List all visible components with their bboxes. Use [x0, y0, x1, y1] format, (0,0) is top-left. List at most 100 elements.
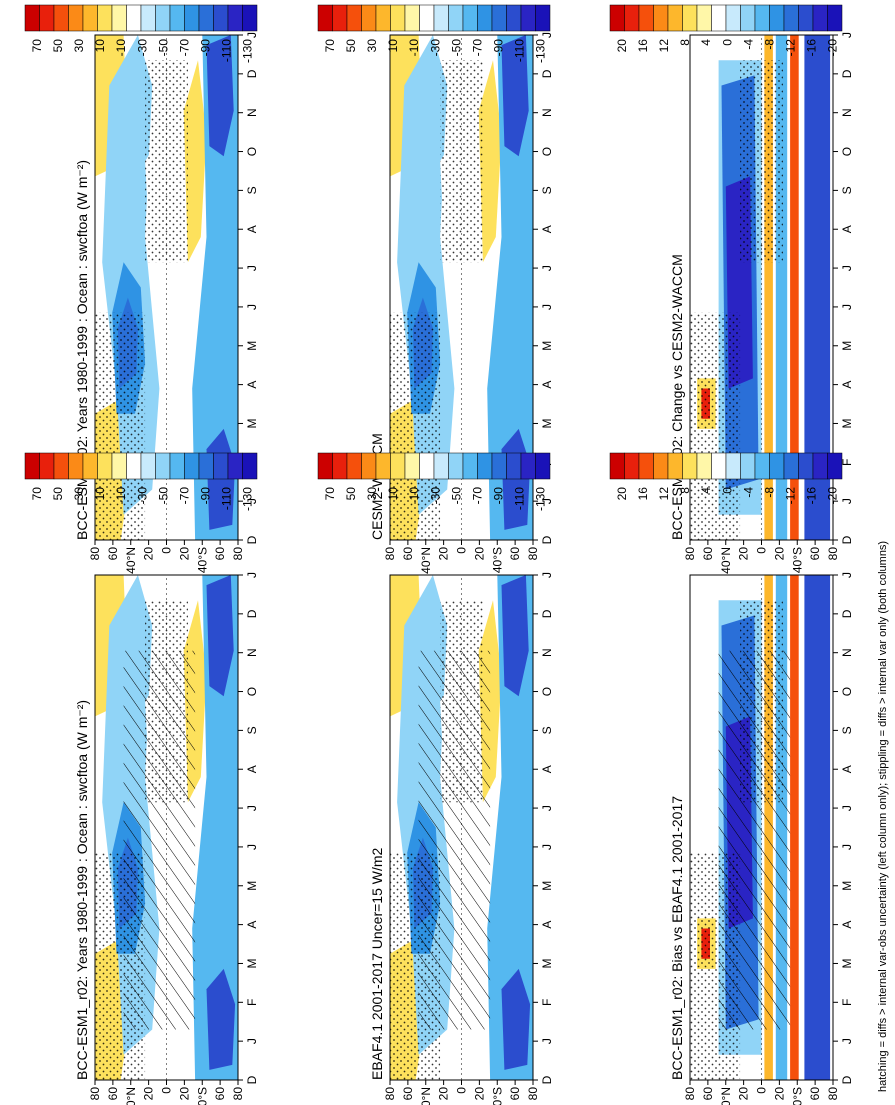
- x-tick-label: J: [540, 32, 554, 38]
- colorbar-segment: [346, 452, 362, 480]
- colorbar-segment: [624, 4, 640, 32]
- x-tick-label: A: [540, 381, 554, 389]
- x-tick-label: J: [540, 304, 554, 310]
- colorbar: 70 50 30 10 -10 -30 -50 -70 -90 -110 -130: [24, 4, 258, 63]
- colorbar-tick-label: -30: [428, 39, 442, 57]
- colorbar-segment: [477, 4, 493, 32]
- colorbar: 70 50 30 10 -10 -30 -50 -70 -90 -110 -130: [24, 452, 258, 511]
- field-contour: [206, 968, 236, 1070]
- x-tick-label: J: [245, 32, 259, 38]
- y-tick-label: 80: [526, 1087, 540, 1101]
- colorbar-segment: [97, 452, 113, 480]
- x-tick-label: M: [540, 341, 554, 351]
- colorbar-segment: [711, 452, 727, 480]
- x-tick-label: D: [245, 69, 259, 78]
- x-tick-label: M: [540, 958, 554, 968]
- colorbar-segment: [667, 452, 683, 480]
- x-tick-label: F: [540, 999, 554, 1006]
- colorbar-segment: [198, 452, 214, 480]
- colorbar-segment: [97, 4, 113, 32]
- x-tick-label: J: [840, 572, 854, 578]
- colorbar-tick-label: 50: [51, 487, 65, 501]
- colorbar-tick-label: 50: [344, 487, 358, 501]
- colorbar-segment: [375, 4, 391, 32]
- colorbar-segment: [520, 4, 536, 32]
- field-contour: [501, 35, 529, 157]
- x-tick-label: F: [840, 459, 854, 466]
- colorbar-segment: [140, 4, 156, 32]
- hatching-overlay: [123, 650, 196, 1030]
- colorbar-tick-label: -70: [177, 39, 191, 57]
- colorbar-segment: [433, 4, 449, 32]
- colorbar-segment: [213, 4, 229, 32]
- x-tick-label: O: [245, 147, 259, 156]
- field-layer: [390, 35, 533, 540]
- colorbar-segment: [609, 4, 625, 32]
- colorbar-tick-label: -10: [114, 487, 128, 505]
- colorbar-tick-label: -16: [805, 487, 819, 505]
- colorbar-segment: [242, 452, 258, 480]
- x-tick-label: J: [840, 805, 854, 811]
- colorbar-segment: [213, 452, 229, 480]
- y-tick-label: 0: [455, 547, 469, 554]
- y-tick-label: 40°N: [719, 1087, 733, 1105]
- field-layer: [690, 575, 831, 1080]
- y-tick-label: 20: [737, 1087, 751, 1101]
- field-layer: [690, 35, 831, 540]
- panel-title: BCC-ESM1_r02: Years 1980-1999 : Ocean : …: [74, 160, 90, 540]
- colorbar-tick-label: -110: [220, 39, 234, 62]
- colorbar-tick-label: 4: [699, 39, 713, 46]
- y-tick-label: 20: [437, 1087, 451, 1101]
- colorbar-segment: [346, 4, 362, 32]
- colorbar-segment: [682, 4, 698, 32]
- stippling-overlay: [440, 60, 483, 263]
- field-contour: [790, 575, 799, 1080]
- x-tick-label: D: [540, 1075, 554, 1084]
- y-tick-label: 40°S: [195, 1087, 209, 1105]
- y-tick-label: 40°N: [419, 1087, 433, 1105]
- panel-title: BCC-ESM1_r02: Change vs CESM2-WACCM: [669, 254, 685, 540]
- x-tick-label: J: [540, 572, 554, 578]
- colorbar-tick-label: 0: [720, 39, 734, 46]
- colorbar-segment: [242, 4, 258, 32]
- colorbar-tick-label: -130: [534, 487, 548, 511]
- x-tick-label: J: [540, 265, 554, 271]
- colorbar-segment: [448, 4, 464, 32]
- colorbar-segment: [419, 452, 435, 480]
- x-tick-label: J: [540, 844, 554, 850]
- x-tick-label: A: [540, 765, 554, 773]
- colorbar-tick-label: -130: [241, 487, 255, 511]
- y-tick-label: 80: [383, 1087, 397, 1101]
- x-tick-label: O: [840, 687, 854, 696]
- x-tick-label: O: [840, 147, 854, 156]
- colorbar-tick-label: 20: [615, 39, 629, 53]
- x-tick-label: N: [540, 648, 554, 657]
- x-tick-label: F: [840, 999, 854, 1006]
- colorbar-tick-label: -12: [784, 39, 798, 57]
- x-tick-label: A: [245, 765, 259, 773]
- y-tick-label: 40°N: [719, 547, 733, 574]
- field-contour: [501, 968, 531, 1070]
- colorbar-segment: [798, 452, 814, 480]
- y-tick-label: 40°N: [419, 547, 433, 574]
- colorbar-segment: [39, 4, 55, 32]
- x-tick-label: D: [840, 535, 854, 544]
- colorbar-segment: [317, 452, 333, 480]
- y-tick-label: 20: [142, 547, 156, 561]
- field-layer: [95, 35, 238, 540]
- x-tick-label: N: [245, 108, 259, 117]
- colorbar-segment: [725, 4, 741, 32]
- x-tick-label: O: [245, 687, 259, 696]
- y-tick-label: 60: [508, 547, 522, 561]
- colorbar-segment: [769, 4, 785, 32]
- x-tick-label: N: [245, 648, 259, 657]
- colorbar-segment: [754, 4, 770, 32]
- x-tick-label: S: [840, 186, 854, 194]
- colorbar-segment: [404, 4, 420, 32]
- y-tick-label: 80: [683, 1087, 697, 1101]
- x-tick-label: J: [540, 498, 554, 504]
- colorbar-segment: [535, 4, 551, 32]
- colorbar-segment: [491, 4, 507, 32]
- field-contour: [206, 35, 234, 157]
- colorbar-tick-label: 70: [30, 39, 44, 53]
